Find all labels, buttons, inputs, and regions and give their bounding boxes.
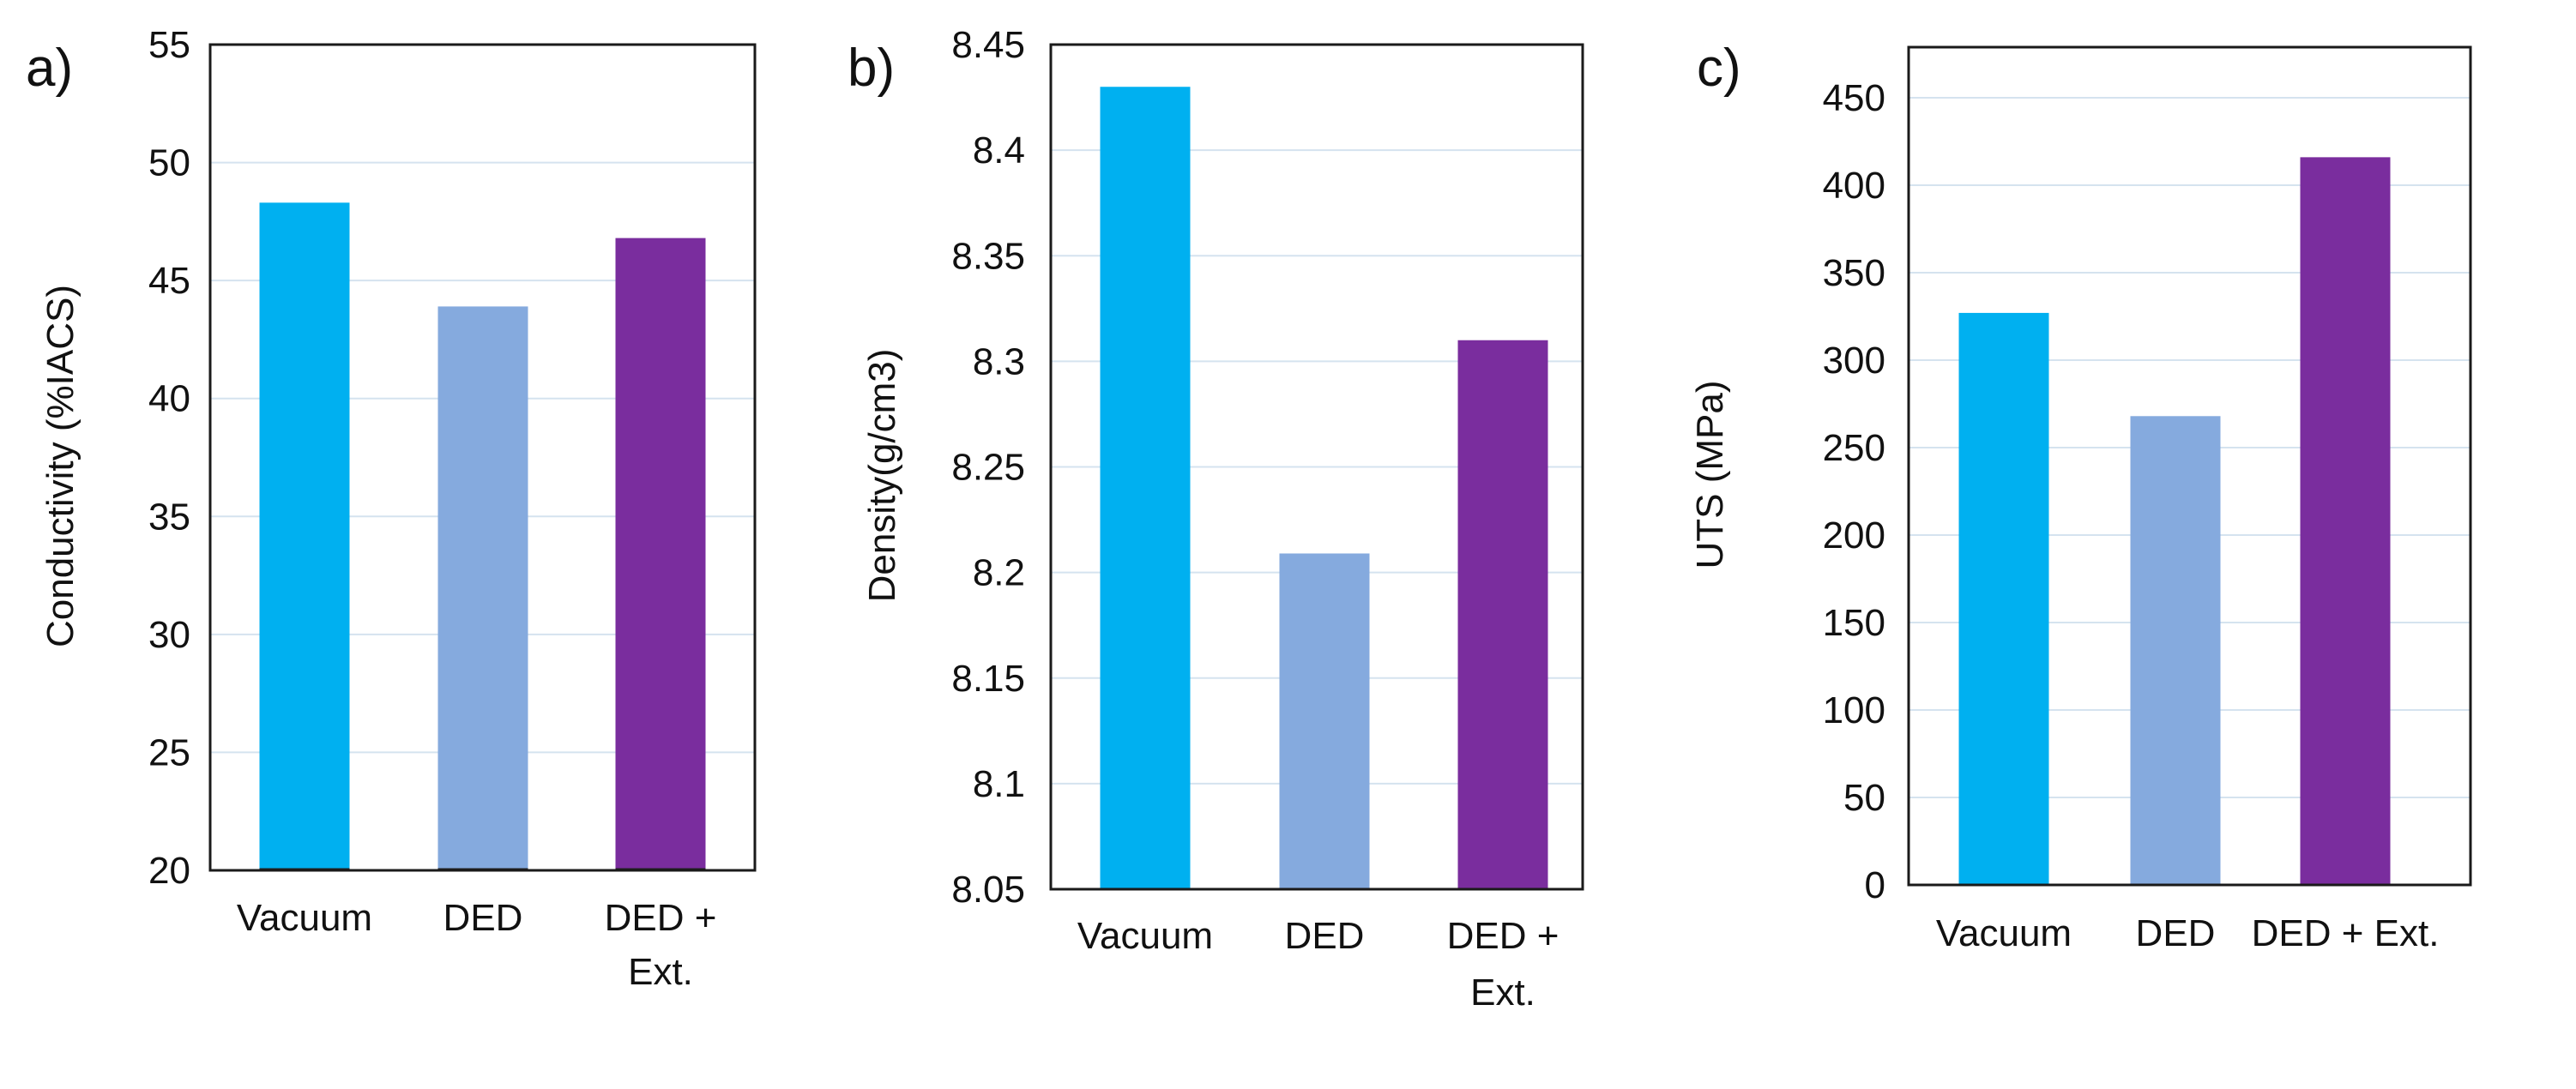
bar-ded-ext [1457,340,1548,889]
y-tick-label: 8.1 [973,763,1025,805]
y-tick-label: 0 [1865,864,1885,906]
x-category-label: DED + [605,897,717,939]
x-category-label: Vacuum [237,897,372,939]
bar-ded [1279,553,1370,889]
y-tick-label: 55 [148,24,190,66]
y-tick-label: 8.05 [951,869,1025,911]
bar-vacuum [1958,312,2049,885]
y-tick-label: 8.4 [973,129,1025,171]
bar-ded-ext [2300,157,2391,886]
y-tick-label: 8.3 [973,340,1025,382]
y-tick-label: 50 [1843,777,1885,819]
chart-panel-b: 8.05 8.1 8.15 8.2 8.25 8.3 8.35 8.4 8.45 Vacuum DE… [848,24,1584,1014]
x-category-label: Ext. [1470,972,1535,1014]
y-tick-label: 8.25 [951,447,1025,489]
plot-frame [1049,43,1584,891]
bar-ded [2130,416,2221,885]
y-tick-label: 8.2 [973,552,1025,594]
y-tick-label: 35 [148,496,190,538]
y-tick-label: 350 [1823,252,1885,294]
y-tick-label: 200 [1823,514,1885,557]
bar-ded-ext [615,238,706,870]
y-tick-label: 400 [1823,165,1885,207]
x-category-label: Ext. [628,951,693,993]
x-category-label: DED [443,897,523,939]
bar-vacuum [259,202,350,871]
y-tick-label: 50 [148,142,190,184]
bar-ded [437,306,528,870]
panel-label-a: a) [26,39,73,98]
chart-panel-c: 0 50 100 150 200 250 300 350 400 450 Vacuum DED DED … [1689,39,2472,954]
y-tick-label: 8.45 [951,24,1025,66]
panel-label-b: b) [848,39,895,98]
x-category-label: DED [1285,915,1365,957]
plot-frame [1907,45,2472,887]
y-tick-label: 450 [1823,77,1885,119]
y-tick-label: 300 [1823,340,1885,382]
x-category-label: DED [2136,912,2216,954]
y-tick-label: 30 [148,614,190,656]
y-tick-label: 150 [1823,602,1885,644]
bar-vacuum [1100,87,1191,889]
plot-frame [208,43,757,872]
y-axis-label: Density(g/cm3) [861,349,903,603]
x-category-label: DED + [1447,915,1559,957]
y-axis-label: Conductivity (%IACS) [39,285,81,647]
y-tick-label: 20 [148,850,190,892]
y-tick-label: 45 [148,260,190,302]
y-tick-label: 250 [1823,427,1885,469]
y-tick-label: 25 [148,731,190,773]
panel-label-c: c) [1697,39,1741,98]
y-tick-label: 100 [1823,689,1885,731]
y-tick-label: 8.15 [951,658,1025,700]
y-tick-label: 40 [148,378,190,420]
y-tick-label: 8.35 [951,235,1025,277]
x-category-label: DED + Ext. [2252,912,2440,954]
chart-panel-a: 20 25 30 35 40 45 50 55 Vacuum DED DED + Ext. Conduc… [26,24,757,993]
x-category-label: Vacuum [1077,915,1213,957]
x-category-label: Vacuum [1936,912,2072,954]
y-axis-label: UTS (MPa) [1689,381,1731,569]
